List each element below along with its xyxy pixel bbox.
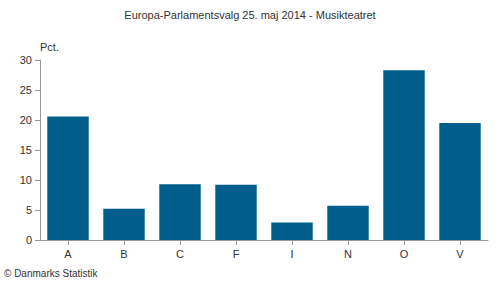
- svg-text:C: C: [176, 248, 184, 260]
- svg-text:B: B: [120, 248, 127, 260]
- svg-text:Europa-Parlamentsvalg 25. maj: Europa-Parlamentsvalg 25. maj 2014 - Mus…: [124, 9, 375, 21]
- svg-text:N: N: [344, 248, 352, 260]
- svg-text:5: 5: [26, 204, 32, 216]
- svg-text:I: I: [290, 248, 293, 260]
- svg-text:Pct.: Pct.: [40, 41, 59, 53]
- svg-text:© Danmarks Statistik: © Danmarks Statistik: [4, 268, 99, 279]
- svg-text:10: 10: [20, 174, 32, 186]
- svg-text:A: A: [64, 248, 72, 260]
- svg-text:F: F: [233, 248, 240, 260]
- svg-text:20: 20: [20, 114, 32, 126]
- svg-text:0: 0: [26, 234, 32, 246]
- svg-text:V: V: [456, 248, 464, 260]
- svg-text:15: 15: [20, 144, 32, 156]
- svg-text:25: 25: [20, 84, 32, 96]
- svg-text:O: O: [400, 248, 409, 260]
- svg-text:30: 30: [20, 54, 32, 66]
